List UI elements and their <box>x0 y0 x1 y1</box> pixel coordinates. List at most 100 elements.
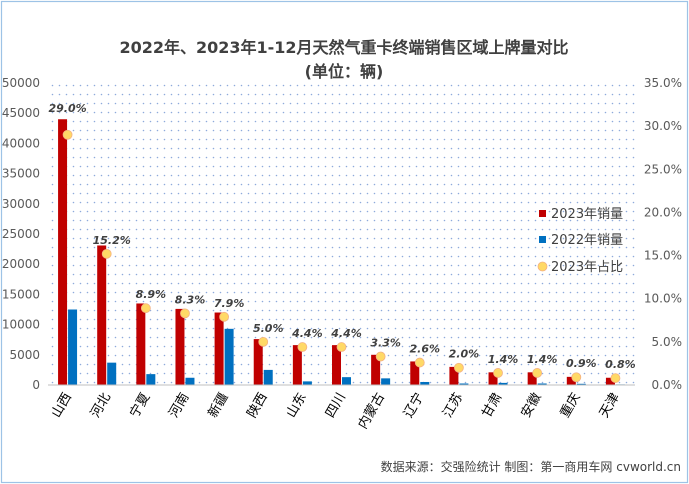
share-data-label: 0.8% <box>605 358 636 371</box>
share-data-label: 3.3% <box>370 337 401 350</box>
bar-2023 <box>605 377 615 385</box>
category-label: 河南 <box>166 390 193 421</box>
y-tick-label: 20000 <box>2 257 40 271</box>
bar-2022 <box>420 381 430 385</box>
y-tick-label: 25000 <box>2 227 40 241</box>
y-tick-label: 15000 <box>2 287 40 301</box>
bar-2023 <box>410 361 420 385</box>
bar-2023 <box>97 245 107 385</box>
y2-tick-label: 30.0% <box>644 119 682 133</box>
share-point <box>297 342 308 352</box>
bar-2023 <box>488 372 498 385</box>
category-label: 河北 <box>88 391 114 421</box>
y2-tick-label: 15.0% <box>644 249 682 263</box>
share-data-label: 1.4% <box>488 353 519 366</box>
bar-2022 <box>185 377 195 385</box>
bar-2022 <box>302 381 312 385</box>
share-data-label: 2.0% <box>449 348 480 361</box>
share-data-label: 29.0% <box>48 102 86 115</box>
y-tick-label: 50000 <box>2 76 40 90</box>
bar-2023 <box>527 372 537 385</box>
bar-2023 <box>136 303 146 385</box>
legend-label: 2023年占比 <box>551 260 623 275</box>
category-label: 新疆 <box>205 390 232 421</box>
bar-2022 <box>68 309 78 385</box>
bar-series <box>58 119 625 386</box>
y2-tick-label: 20.0% <box>644 205 682 219</box>
bar-2022 <box>342 377 351 385</box>
share-point <box>258 336 269 347</box>
bar-2023 <box>449 366 459 385</box>
y2-tick-label: 10.0% <box>644 292 682 306</box>
share-point <box>453 362 464 373</box>
bar-2023 <box>566 376 576 385</box>
y-tick-label: 40000 <box>2 136 40 150</box>
legend-swatch <box>539 236 546 243</box>
bar-2023 <box>214 312 224 385</box>
share-series: 29.0% 15.2% 8.9% 8.3% 7.9% 5.0% 4.4% 4.4% 3.3% 2.… <box>48 102 636 383</box>
y-tick-label: 30000 <box>2 197 40 211</box>
y2-tick-label: 25.0% <box>644 162 682 176</box>
share-data-label: 4.4% <box>291 327 323 340</box>
share-data-label: 0.9% <box>566 357 597 370</box>
share-point <box>493 368 503 378</box>
bar-2022 <box>263 369 273 385</box>
share-data-label: 5.0% <box>253 322 284 335</box>
bar-2022 <box>224 328 234 385</box>
source-note: 数据来源：交强险统计 制图：第一商用车网 cvworld.cn <box>381 459 681 474</box>
category-label: 内蒙古 <box>355 390 388 432</box>
y-tick-label: 35000 <box>2 167 40 181</box>
category-label: 安徽 <box>519 391 545 421</box>
share-data-label: 8.3% <box>175 293 206 306</box>
y2-tick-label: 35.0% <box>644 76 682 90</box>
bar-2023 <box>175 308 185 385</box>
y-tick-label: 0 <box>32 378 40 392</box>
share-point <box>101 248 112 259</box>
legend: 2023年销量 2022年销量 2023年占比 <box>537 207 623 275</box>
share-point <box>610 373 621 383</box>
share-point <box>414 357 425 368</box>
share-data-label: 15.2% <box>93 234 131 247</box>
share-point <box>532 368 543 378</box>
y2-tick-label: 0.0% <box>652 378 683 392</box>
bar-2023 <box>58 119 68 386</box>
share-point <box>62 129 73 140</box>
y-tick-label: 5000 <box>9 348 40 362</box>
chart-title: 2022年、2023年1-12月天然气重卡终端销售区域上牌量对比 <box>119 38 568 57</box>
y-tick-label: 45000 <box>2 106 40 120</box>
y-axis-left: 0 5000 10000 15000 20000 25000 30000 35000 40000… <box>2 76 40 392</box>
bar-2023 <box>371 354 381 385</box>
bar-2022 <box>146 374 156 385</box>
share-point <box>336 342 347 352</box>
category-label: 天津 <box>597 391 623 421</box>
category-label: 山东 <box>284 391 310 421</box>
legend-swatch <box>539 210 546 217</box>
category-label: 四川 <box>323 391 349 421</box>
bar-2023 <box>332 345 341 385</box>
plot-area <box>48 83 635 385</box>
legend-label: 2023年销量 <box>551 207 623 222</box>
bar-2023 <box>253 339 263 385</box>
share-point <box>571 372 582 383</box>
share-data-label: 1.4% <box>527 353 558 366</box>
share-point <box>219 311 230 322</box>
bar-2022 <box>576 383 586 385</box>
share-point <box>375 351 386 362</box>
bar-2022 <box>381 378 391 385</box>
share-data-label: 8.9% <box>136 288 167 301</box>
bar-2023 <box>292 345 302 385</box>
y-tick-label: 10000 <box>2 318 40 332</box>
category-labels: 山西 河北 宁夏 河南 新疆 陕西 山东 四川 内蒙古 辽宁 江苏 甘肃 安徽 重庆 天津 <box>49 390 623 432</box>
share-data-label: 7.9% <box>214 297 245 310</box>
bar-2022 <box>459 383 469 385</box>
category-label: 重庆 <box>557 390 584 421</box>
category-label: 宁夏 <box>126 390 153 421</box>
share-data-label: 4.4% <box>330 327 362 340</box>
share-point <box>180 308 190 319</box>
category-label: 陕西 <box>245 391 271 421</box>
legend-label: 2022年销量 <box>551 233 623 248</box>
bar-2022 <box>498 382 508 385</box>
